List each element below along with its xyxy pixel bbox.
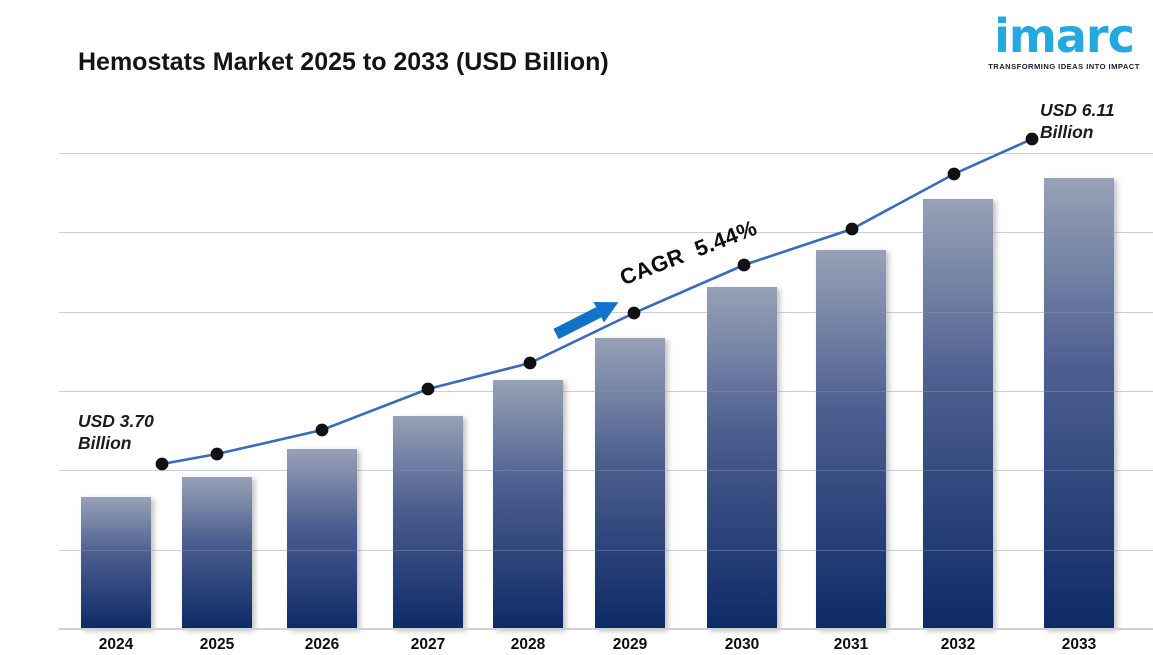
data-point-2030 <box>737 258 751 272</box>
gridline <box>59 153 1153 154</box>
x-axis-label-2027: 2027 <box>410 636 446 653</box>
bar-2026 <box>287 449 357 629</box>
gridline <box>59 391 1153 392</box>
bar-2030 <box>707 286 777 629</box>
bar-2027 <box>393 416 463 629</box>
imarc-logo-tagline: TRANSFORMING IDEAS INTO IMPACT <box>988 62 1140 72</box>
data-point-2025 <box>210 447 224 461</box>
end-value-line1: USD 6.11 <box>1040 100 1115 120</box>
bar-2028 <box>493 380 563 629</box>
growth-arrow-icon <box>553 301 619 340</box>
bar-2031 <box>816 249 886 629</box>
page-title: Hemostats Market 2025 to 2033 (USD Billi… <box>78 48 609 76</box>
data-point-2033 <box>1025 132 1039 146</box>
x-axis-label-2025: 2025 <box>199 636 235 653</box>
start-value-annotation: USD 3.70 Billion <box>78 410 154 454</box>
start-value-line1: USD 3.70 <box>78 411 154 431</box>
bar-2025 <box>182 476 252 629</box>
bar-2024 <box>81 496 151 629</box>
x-axis-label-2029: 2029 <box>612 636 648 653</box>
growth-arrow-shaft <box>553 307 602 340</box>
x-axis-line <box>59 628 1153 630</box>
end-value-annotation: USD 6.11 Billion <box>1040 99 1115 143</box>
data-point-2031 <box>845 222 859 236</box>
start-value-line2: Billion <box>78 433 132 453</box>
end-value-line2: Billion <box>1040 122 1094 142</box>
imarc-logo: imarc TRANSFORMING IDEAS INTO IMPACT <box>983 9 1145 72</box>
data-point-2032 <box>947 167 961 181</box>
data-point-2029 <box>627 306 641 320</box>
x-axis-label-2030: 2030 <box>724 636 760 653</box>
x-axis-label-2028: 2028 <box>510 636 546 653</box>
x-axis-label-2026: 2026 <box>304 636 340 653</box>
trend-line <box>161 137 1033 466</box>
x-axis-label-2033: 2033 <box>1061 636 1097 653</box>
growth-arrow-head <box>593 301 619 323</box>
imarc-logo-wordmark: imarc <box>994 9 1135 63</box>
x-axis-label-2024: 2024 <box>98 636 134 653</box>
x-axis-label-2031: 2031 <box>833 636 869 653</box>
bar-2033 <box>1044 178 1114 629</box>
data-point-2028 <box>523 356 537 370</box>
gridline <box>59 470 1153 472</box>
data-point-2027 <box>421 382 435 396</box>
gridline <box>59 232 1153 234</box>
bar-2029 <box>595 338 665 629</box>
data-point-2024 <box>155 457 169 471</box>
data-point-2026 <box>315 423 329 437</box>
gridline <box>59 549 1153 551</box>
bar-2032 <box>923 199 993 629</box>
x-axis-label-2032: 2032 <box>940 636 976 653</box>
